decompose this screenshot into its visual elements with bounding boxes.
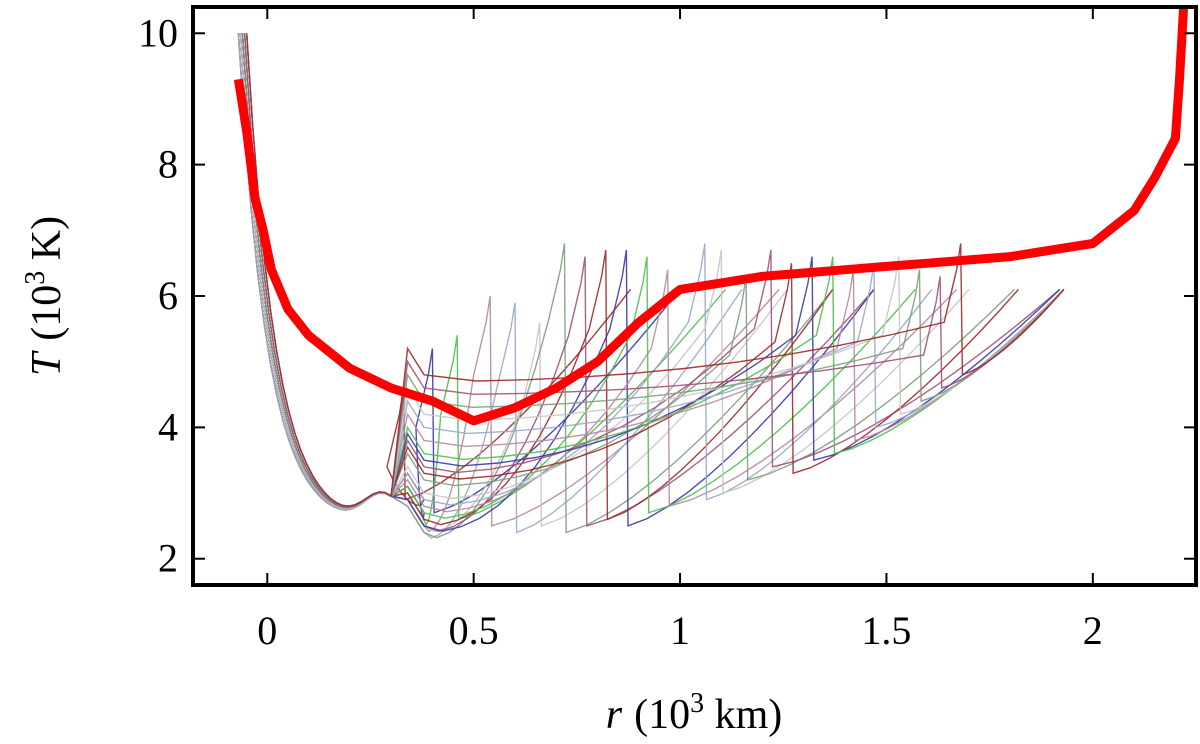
y-tick-label: 6 xyxy=(158,273,178,318)
y-axis-label: T(103 K) xyxy=(20,216,70,376)
x-axis-label: r (103 km) xyxy=(606,688,783,738)
x-tick-label: 0.5 xyxy=(449,608,499,653)
background-profile-line xyxy=(239,33,1065,510)
x-tick-label: 0 xyxy=(257,608,277,653)
mean-profile-line xyxy=(233,7,1189,426)
y-axis-ticks: 2 4 6 8 10 xyxy=(138,10,1196,581)
y-tick-label: 10 xyxy=(138,10,178,55)
x-tick-label: 2 xyxy=(1083,608,1103,653)
mean-profile-series xyxy=(233,7,1189,426)
x-tick-label: 1 xyxy=(670,608,690,653)
background-profile-line xyxy=(243,33,1065,508)
background-profile-line xyxy=(246,33,1065,507)
x-tick-label: 1.5 xyxy=(861,608,911,653)
background-profile-line xyxy=(241,33,1065,509)
y-tick-label: 2 xyxy=(158,536,178,581)
x-axis-ticks: 0 0.5 1 1.5 2 xyxy=(257,7,1103,653)
background-profile-lines xyxy=(237,33,1065,539)
y-tick-label: 4 xyxy=(158,404,178,449)
y-tick-label: 8 xyxy=(158,142,178,187)
